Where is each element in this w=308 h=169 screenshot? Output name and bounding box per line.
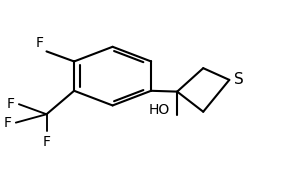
Text: S: S [234,72,244,87]
Text: HO: HO [148,103,169,117]
Text: F: F [35,36,43,50]
Text: F: F [3,116,11,130]
Text: F: F [43,135,51,149]
Text: F: F [6,97,14,111]
